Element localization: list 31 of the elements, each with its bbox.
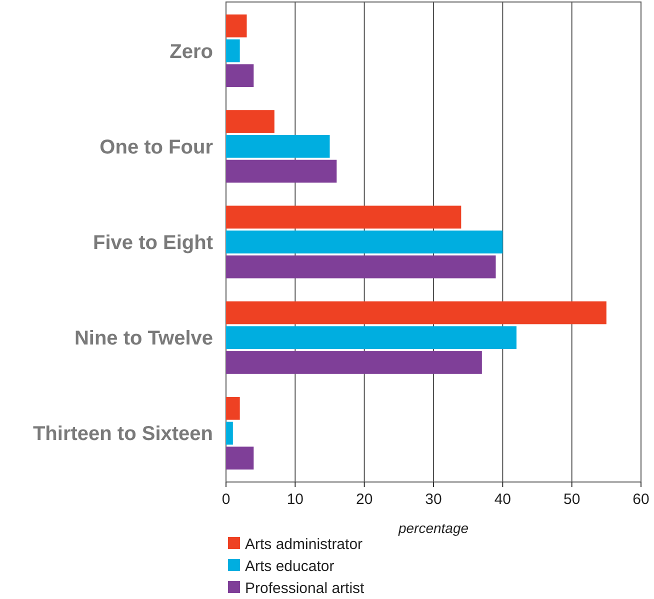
bar [226, 64, 254, 88]
bar [226, 230, 503, 254]
bar [226, 160, 337, 183]
bar [226, 206, 462, 229]
bar [226, 134, 330, 158]
bar [226, 446, 254, 470]
y-tick-label: Thirteen to Sixteen [32, 423, 213, 446]
legend-label: Arts educator [245, 558, 334, 575]
x-tick-label: 30 [425, 491, 442, 508]
x-tick-label: 50 [563, 491, 580, 508]
bar [226, 422, 233, 445]
bar [226, 351, 482, 374]
x-axis-title: percentage [397, 520, 469, 536]
bar [226, 110, 274, 133]
legend-label: Professional artist [245, 580, 366, 597]
y-tick-label: Zero [170, 40, 213, 63]
bar [226, 14, 247, 38]
y-tick-label: Nine to Twelve [74, 328, 213, 350]
x-tick-label: 20 [356, 491, 373, 508]
bar [226, 326, 516, 350]
x-tick-label: 40 [494, 491, 512, 508]
bar [226, 301, 606, 324]
legend-label: Arts administrator [245, 536, 363, 553]
x-tick-label: 0 [222, 491, 230, 508]
x-tick-label: 60 [632, 491, 650, 508]
y-tick-label: Five to Eight [93, 232, 214, 254]
x-tick-label: 10 [286, 491, 304, 508]
y-tick-label: One to Four [100, 136, 214, 158]
bar [226, 396, 240, 420]
bar [226, 39, 240, 62]
bar [226, 255, 496, 278]
